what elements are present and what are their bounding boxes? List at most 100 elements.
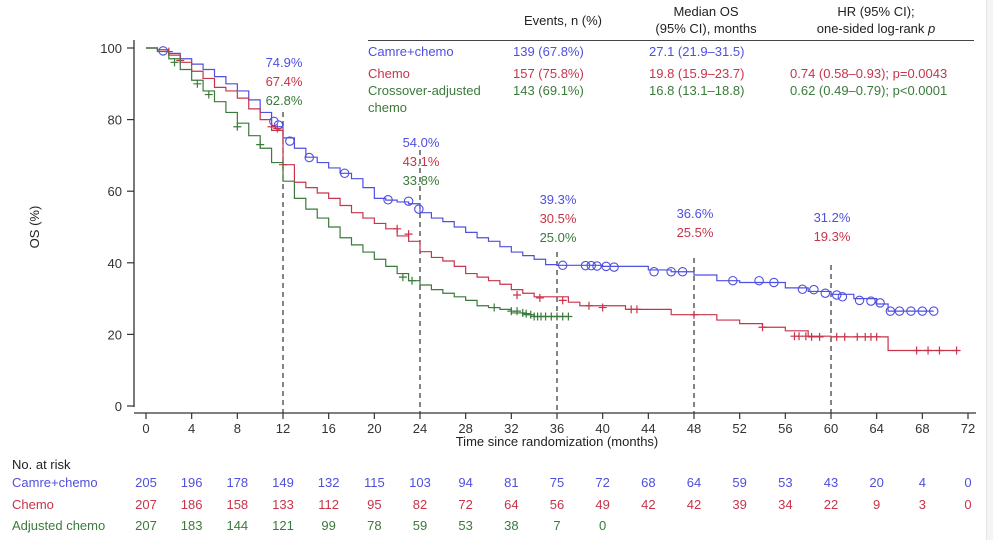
at-risk-value-chemo: 3 bbox=[918, 497, 926, 512]
landmark-label-camre-60mo: 31.2% bbox=[814, 210, 851, 225]
at-risk-value-chemo: 39 bbox=[732, 497, 747, 512]
censor-marker-camre bbox=[769, 277, 779, 288]
censor-marker-chemo bbox=[267, 122, 276, 131]
censor-marker-chemo bbox=[758, 323, 767, 332]
at-risk-value-chemo: 42 bbox=[686, 497, 702, 512]
censor-marker-adjusted bbox=[408, 276, 417, 285]
header-hr-line2: one-sided log-rank p bbox=[786, 20, 966, 37]
censor-marker-chemo bbox=[952, 346, 961, 355]
landmark-label-camre-48mo: 36.6% bbox=[677, 206, 714, 221]
censor-marker-camre bbox=[586, 260, 596, 271]
header-median-line1: Median OS bbox=[673, 4, 739, 19]
censor-marker-camre bbox=[754, 275, 764, 286]
x-tick-label: 28 bbox=[458, 421, 472, 436]
at-risk-value-camre: 205 bbox=[135, 475, 157, 490]
censor-marker-camre bbox=[831, 290, 842, 300]
censor-marker-adjusted bbox=[490, 303, 499, 312]
at-risk-value-camre: 132 bbox=[317, 475, 340, 490]
at-risk-value-adjusted: 207 bbox=[135, 518, 157, 533]
at-risk-value-chemo: 64 bbox=[504, 497, 519, 512]
censor-marker-chemo bbox=[690, 310, 698, 319]
events-camre: 139 (67.8%) bbox=[513, 44, 584, 59]
censor-marker-chemo bbox=[584, 301, 593, 310]
censor-marker-camre bbox=[383, 195, 393, 205]
censor-marker-camre bbox=[677, 266, 688, 277]
x-tick-label: 68 bbox=[915, 421, 929, 436]
censor-marker-camre bbox=[854, 295, 865, 306]
landmark-label-chemo-12mo: 67.4% bbox=[266, 74, 303, 89]
censor-marker-chemo bbox=[558, 296, 567, 305]
header-hr: HR (95% CI); one-sided log-rank p bbox=[786, 3, 966, 37]
censor-marker-camre bbox=[866, 296, 876, 306]
at-risk-value-chemo: 34 bbox=[778, 497, 793, 512]
censor-marker-chemo bbox=[801, 332, 810, 341]
censor-marker-camre bbox=[414, 204, 424, 214]
header-events: Events, n (%) bbox=[523, 13, 603, 28]
landmark-label-chemo-60mo: 19.3% bbox=[814, 229, 851, 244]
censor-marker-adjusted bbox=[193, 79, 202, 88]
y-tick-label: 100 bbox=[100, 41, 122, 56]
header-hr-p: p bbox=[928, 21, 936, 36]
reference-lines bbox=[282, 112, 832, 413]
at-risk-value-adjusted: 53 bbox=[458, 518, 473, 533]
at-risk-value-chemo: 22 bbox=[823, 497, 839, 512]
at-risk-value-camre: 4 bbox=[918, 475, 926, 490]
at-risk-value-camre: 115 bbox=[363, 475, 385, 490]
at-risk-value-chemo: 49 bbox=[595, 497, 610, 512]
at-risk-value-camre: 81 bbox=[504, 475, 519, 490]
censor-marker-camre bbox=[809, 284, 819, 295]
header-median-line2: (95% CI), months bbox=[655, 21, 757, 36]
at-risk-value-chemo: 72 bbox=[458, 497, 473, 512]
at-risk-value-adjusted: 59 bbox=[412, 518, 428, 533]
censor-marker-camre bbox=[917, 306, 928, 316]
at-risk-value-adjusted: 0 bbox=[599, 518, 607, 533]
censor-marker-adjusted bbox=[526, 310, 535, 319]
at-risk-value-adjusted: 78 bbox=[367, 518, 382, 533]
censor-marker-adjusted bbox=[256, 140, 265, 149]
at-risk-value-camre: 43 bbox=[823, 475, 839, 490]
x-axis-title: Time since randomization (months) bbox=[456, 434, 659, 449]
censor-marker-chemo bbox=[840, 332, 849, 341]
censor-marker-chemo bbox=[393, 224, 402, 233]
km-curve-chemo bbox=[146, 47, 957, 352]
at-risk-value-chemo: 112 bbox=[318, 497, 340, 512]
censor-marker-chemo bbox=[404, 230, 413, 239]
events-adjusted: 143 (69.1%) bbox=[513, 83, 584, 98]
at-risk-value-chemo: 158 bbox=[226, 497, 249, 512]
km-curve-adjusted bbox=[146, 47, 569, 318]
censor-marker-camre bbox=[894, 306, 905, 316]
y-tick-label: 40 bbox=[108, 256, 122, 271]
at-risk-label-adjusted: Adjusted chemo bbox=[12, 518, 106, 533]
landmark-label-camre-24mo: 54.0% bbox=[403, 135, 440, 150]
censor-marker-camre bbox=[906, 306, 916, 316]
x-tick-label: 24 bbox=[413, 421, 427, 436]
x-tick-label: 72 bbox=[961, 421, 975, 436]
censor-marker-chemo bbox=[815, 332, 824, 341]
legend-table: Events, n (%) Median OS (95% CI), months… bbox=[368, 0, 976, 120]
legend-label-adjusted-line1: Crossover-adjusted bbox=[368, 83, 481, 98]
censor-marker-adjusted bbox=[522, 309, 531, 318]
censor-marker-camre bbox=[928, 306, 939, 316]
at-risk-value-chemo: 56 bbox=[549, 497, 565, 512]
at-risk-value-adjusted: 38 bbox=[504, 518, 519, 533]
landmark-label-camre-36mo: 39.3% bbox=[540, 192, 577, 207]
at-risk-value-camre: 149 bbox=[272, 475, 294, 490]
landmark-label-camre-12mo: 74.9% bbox=[266, 55, 303, 70]
at-risk-table: No. at risk Camre+chemo 205 196 178 149 132 11… bbox=[0, 455, 993, 540]
at-risk-value-camre: 59 bbox=[732, 475, 747, 490]
x-tick-label: 48 bbox=[687, 421, 701, 436]
censor-marker-chemo bbox=[853, 332, 862, 341]
censor-marker-camre bbox=[557, 260, 568, 271]
censor-marker-chemo bbox=[598, 303, 607, 312]
x-tick-label: 4 bbox=[188, 421, 195, 436]
legend-label-adjusted-line2: chemo bbox=[368, 100, 408, 115]
y-tick-label: 20 bbox=[108, 327, 122, 342]
legend-label-chemo: Chemo bbox=[368, 66, 410, 81]
at-risk-value-chemo: 133 bbox=[272, 497, 294, 512]
x-tick-label: 0 bbox=[142, 421, 149, 436]
censor-marker-camre bbox=[875, 298, 885, 308]
hr-adjusted: 0.62 (0.49–0.79); p<0.0001 bbox=[790, 83, 948, 98]
censor-marker-camre bbox=[403, 196, 414, 206]
censor-marker-adjusted bbox=[204, 90, 213, 99]
